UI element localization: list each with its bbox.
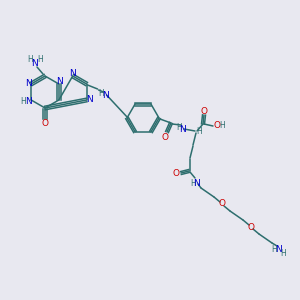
Text: O: O bbox=[41, 119, 49, 128]
Text: H: H bbox=[20, 98, 26, 106]
Text: O: O bbox=[248, 223, 254, 232]
Text: H: H bbox=[280, 248, 286, 257]
Text: N: N bbox=[102, 91, 109, 100]
Text: N: N bbox=[194, 179, 200, 188]
Text: H: H bbox=[176, 124, 182, 133]
Text: N: N bbox=[274, 245, 281, 254]
Text: O: O bbox=[218, 200, 226, 208]
Text: N: N bbox=[86, 95, 93, 104]
Text: N: N bbox=[25, 80, 32, 88]
Text: H: H bbox=[219, 122, 225, 130]
Text: N: N bbox=[32, 59, 38, 68]
Text: N: N bbox=[56, 77, 63, 86]
Text: O: O bbox=[200, 106, 208, 116]
Text: H: H bbox=[99, 89, 104, 98]
Text: H: H bbox=[37, 55, 43, 64]
Text: H: H bbox=[190, 178, 196, 188]
Text: H: H bbox=[196, 127, 202, 136]
Text: H: H bbox=[271, 244, 277, 253]
Text: O: O bbox=[214, 122, 220, 130]
Text: N: N bbox=[25, 98, 32, 106]
Text: O: O bbox=[172, 169, 179, 178]
Text: O: O bbox=[161, 133, 169, 142]
Text: N: N bbox=[180, 124, 186, 134]
Text: N: N bbox=[69, 68, 76, 77]
Text: H: H bbox=[27, 56, 33, 64]
